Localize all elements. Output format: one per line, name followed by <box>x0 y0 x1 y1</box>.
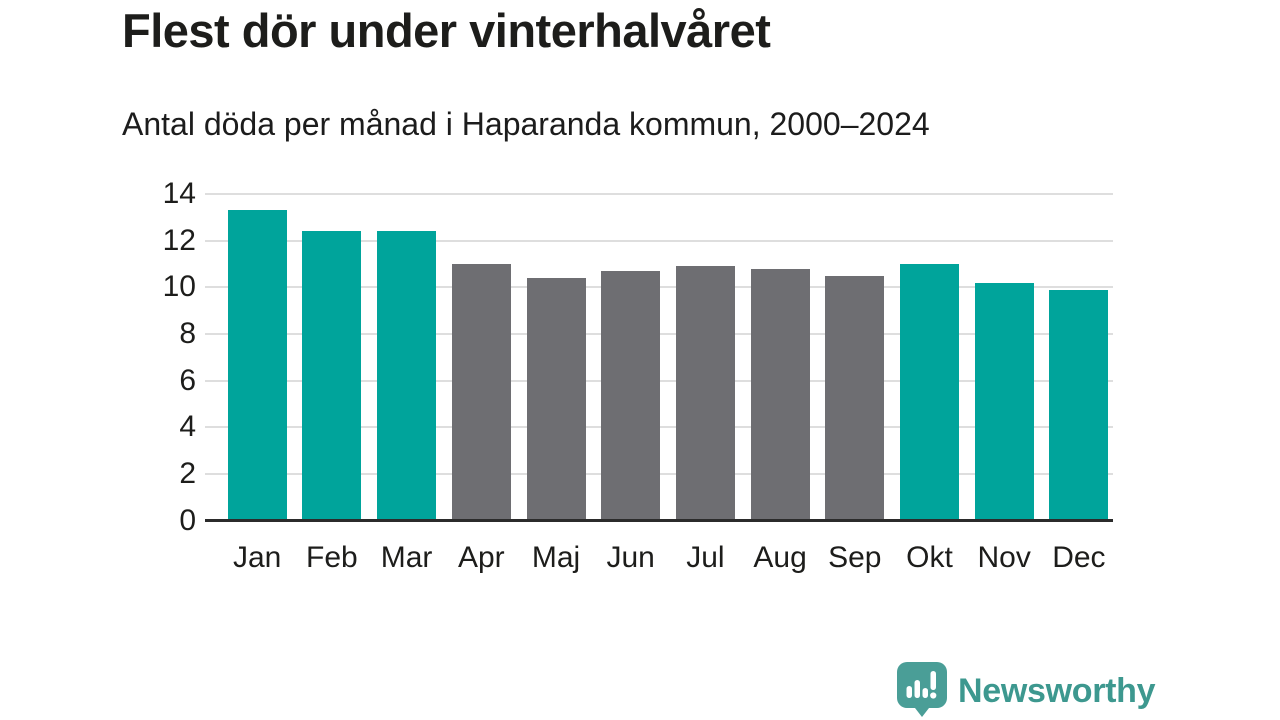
y-axis-tick-0: 0 <box>179 503 196 537</box>
bar-chart-speech-bubble-icon <box>897 662 947 717</box>
x-axis-label-jun: Jun <box>606 541 655 574</box>
x-axis-label-apr: Apr <box>457 541 505 574</box>
x-axis-label-jul: Jul <box>686 541 725 574</box>
x-axis-label-mar: Mar <box>380 541 433 574</box>
bar-dec <box>1049 289 1109 521</box>
bar-okt <box>900 263 959 521</box>
bar-maj <box>526 277 586 521</box>
bar-mar <box>377 231 437 521</box>
x-axis-label-jan: Jan <box>233 541 282 574</box>
x-axis-label-sep: Sep <box>828 541 882 574</box>
x-axis-label-nov: Nov <box>977 541 1031 574</box>
x-axis-label-feb: Feb <box>306 541 358 574</box>
y-axis-tick-4: 4 <box>179 410 196 444</box>
bar-aug <box>750 268 810 521</box>
y-axis-tick-8: 8 <box>179 316 196 350</box>
bar-jan <box>227 210 287 521</box>
chart-title: Flest dör under vinterhalvåret <box>122 4 771 57</box>
bar-jul <box>675 266 735 521</box>
newsworthy-wordmark: Newsworthy <box>958 672 1156 710</box>
y-axis-tick-2: 2 <box>179 456 196 490</box>
y-axis-tick-12: 12 <box>162 223 196 257</box>
chart-subtitle: Antal döda per månad i Haparanda kommun,… <box>122 106 930 142</box>
x-axis-label-dec: Dec <box>1052 541 1106 574</box>
gridline-y12 <box>205 239 1113 242</box>
x-axis-label-okt: Okt <box>906 541 953 574</box>
y-axis-tick-6: 6 <box>179 363 196 397</box>
bar-sep <box>825 275 885 521</box>
x-axis-label-maj: Maj <box>531 541 581 574</box>
y-axis-tick-14: 14 <box>162 177 196 210</box>
bar-feb <box>302 231 362 521</box>
bar-jun <box>601 270 661 521</box>
bar-apr <box>451 263 511 521</box>
y-axis-tick-10: 10 <box>162 270 196 304</box>
x-axis-label-aug: Aug <box>753 541 807 574</box>
newsworthy-logo: Newsworthy <box>897 662 1156 718</box>
x-axis-line <box>205 519 1113 522</box>
gridline-y14 <box>205 193 1113 195</box>
bar-nov <box>974 282 1034 521</box>
